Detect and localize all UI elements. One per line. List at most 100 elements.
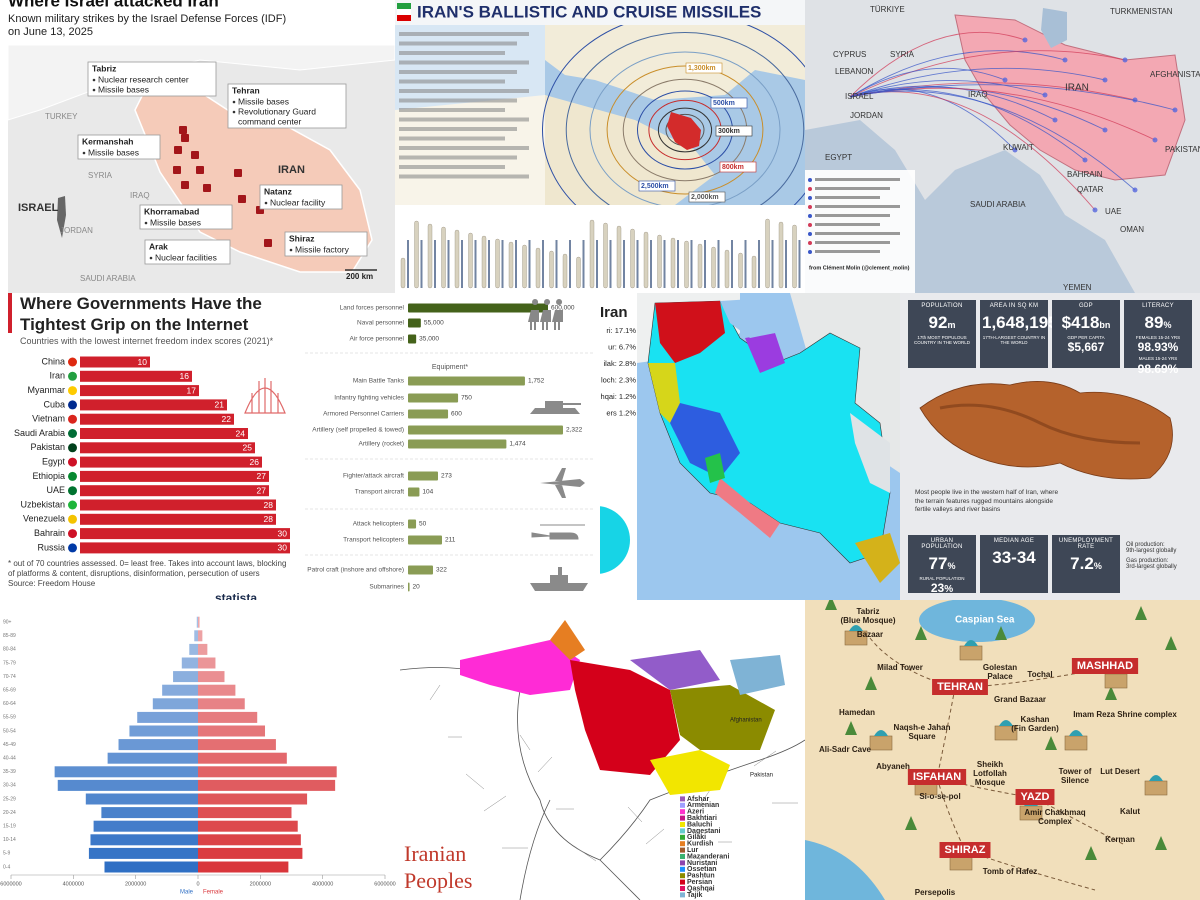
chart-title: Where Governments Have the Tightest Grip…	[20, 294, 262, 334]
stat-line: 3rd-largest globally	[1126, 564, 1177, 570]
stat-unit: m	[947, 320, 956, 330]
subtitle: Known military strikes by the Israel Def…	[8, 13, 286, 25]
bar	[80, 456, 262, 468]
tree-icon	[1135, 606, 1147, 620]
jet-icon	[540, 468, 585, 498]
bar	[80, 370, 192, 382]
missile	[778, 221, 784, 289]
place: PAKISTAN	[1165, 145, 1200, 154]
place-label: Square	[908, 732, 936, 741]
bar	[198, 847, 303, 859]
legend-line	[815, 178, 900, 181]
stat-label: URBAN POPULATION	[921, 538, 963, 550]
strikes-map: Where Israel attacked Iran Known military…	[7, 0, 395, 293]
age-label: 0-4	[3, 864, 10, 870]
tile-routes[interactable]: TÜRKIYE TURKMENISTAN SYRIA CYPRUS LEBANON ISR…	[805, 0, 1200, 293]
stat-value: 92m	[928, 313, 956, 332]
tile-internet[interactable]: China 10 Iran 16 Myanmar 17 Cuba 21 Vietnam 22 Sau…	[0, 293, 300, 600]
bar	[80, 399, 227, 411]
age-label: 20-24	[3, 810, 16, 816]
stat-box: Oil production: 9th-largest globally Gas p…	[1124, 535, 1192, 593]
place: Afghanistan	[730, 718, 762, 724]
iran	[954, 14, 1186, 181]
route	[849, 90, 1136, 191]
stat-unit: bn	[1099, 320, 1111, 330]
tile-stats[interactable]: Most people live in the western half of …	[900, 293, 1200, 600]
missile-label	[582, 240, 585, 288]
category-label: Myanmar	[27, 385, 65, 395]
missile	[711, 246, 716, 289]
strike-icon	[264, 239, 272, 247]
legend-panel	[805, 170, 915, 293]
brand: statista	[215, 591, 258, 600]
stat-note2: MALES 15-24 YRS	[1138, 356, 1178, 362]
place: CYPRUS	[833, 50, 866, 59]
missile	[684, 240, 689, 289]
bar	[194, 630, 198, 642]
sea-label: Caspian Sea	[955, 615, 1015, 626]
border	[699, 789, 711, 806]
bar	[80, 442, 255, 454]
city-banner	[907, 769, 967, 785]
bar	[80, 513, 276, 525]
source: Source: Freedom House	[8, 579, 96, 588]
bar	[408, 471, 438, 481]
building-icon	[1104, 673, 1128, 689]
stat-label: POPULATION	[921, 303, 963, 309]
age-label: 65-69	[3, 688, 16, 694]
turkmen	[745, 333, 785, 373]
missile	[454, 229, 460, 289]
x-tick-label: 0	[196, 881, 199, 887]
tile-pyramid[interactable]: 0-4 5-9 10-14 15-19 20-24 25-29 30-34 35-39 40-4…	[0, 600, 400, 900]
callout-box	[87, 61, 217, 97]
missile	[508, 241, 514, 289]
stat-label: AREA IN SQ KM	[989, 303, 1039, 309]
strike-icon	[179, 126, 187, 134]
building-icon	[1064, 735, 1088, 751]
missile-label	[542, 240, 544, 288]
border	[627, 806, 643, 823]
internet-chart: China 10 Iran 16 Myanmar 17 Cuba 21 Vietnam 22 Sau…	[14, 356, 290, 554]
bar	[198, 739, 276, 751]
missile-label	[461, 240, 463, 288]
stat-value: $418bn	[1061, 313, 1111, 332]
tile-tourism[interactable]: Caspian Sea Tabriz (Blue Mosque) Bazaar Mila…	[805, 600, 1200, 900]
missile	[576, 256, 581, 289]
lur	[670, 403, 740, 478]
value-label: 28	[264, 500, 274, 510]
legend-swatch	[680, 847, 685, 853]
age-label: 85-89	[3, 633, 16, 639]
legend-line	[815, 250, 880, 253]
age-label: 35-39	[3, 769, 16, 775]
category-label: Venezuela	[23, 514, 65, 524]
text-line	[399, 108, 505, 112]
flag	[68, 529, 77, 539]
value-label: 17	[187, 385, 197, 395]
iran	[667, 112, 701, 150]
place: YEMEN	[1063, 283, 1092, 292]
stat-note: GDP PER CAPITA	[1067, 335, 1105, 340]
legend-swatch	[808, 241, 812, 245]
bar	[80, 499, 276, 511]
bar	[80, 356, 150, 368]
tile-ethnic[interactable]: Iran ri: 17.1% ur: 6.7% ilak: 2.8% loch: 2.3…	[600, 293, 900, 600]
legend-entry: Nuristani	[687, 860, 717, 867]
tree-icon	[995, 626, 1007, 640]
bar	[408, 303, 548, 313]
border	[753, 750, 777, 767]
place-label: Mosque	[975, 778, 1006, 787]
city-banner-label: TEHRAN	[937, 681, 983, 693]
azeri	[460, 640, 580, 695]
legend-entry: Azeri	[687, 809, 704, 816]
tile-strikes[interactable]: Where Israel attacked Iran Known military…	[0, 0, 395, 293]
tree-icon	[915, 626, 927, 640]
place-label: Tower of	[1059, 767, 1092, 776]
value-label: 30	[278, 543, 288, 553]
pyramid-chart: 0-4 5-9 10-14 15-19 20-24 25-29 30-34 35-39 40-4…	[0, 616, 396, 896]
tile-missiles[interactable]: 1,300km 500km 300km 800km 2,500km 2,000km IRAN…	[395, 0, 805, 293]
tile-military[interactable]: Land forces personnel 600,000 Naval person…	[300, 293, 600, 600]
missile	[535, 247, 541, 289]
missile-label	[704, 240, 706, 288]
tile-peoples[interactable]: Afghanistan Pakistan Afshar Armenian Azeri Ba…	[400, 600, 805, 900]
flag-green	[397, 3, 411, 9]
